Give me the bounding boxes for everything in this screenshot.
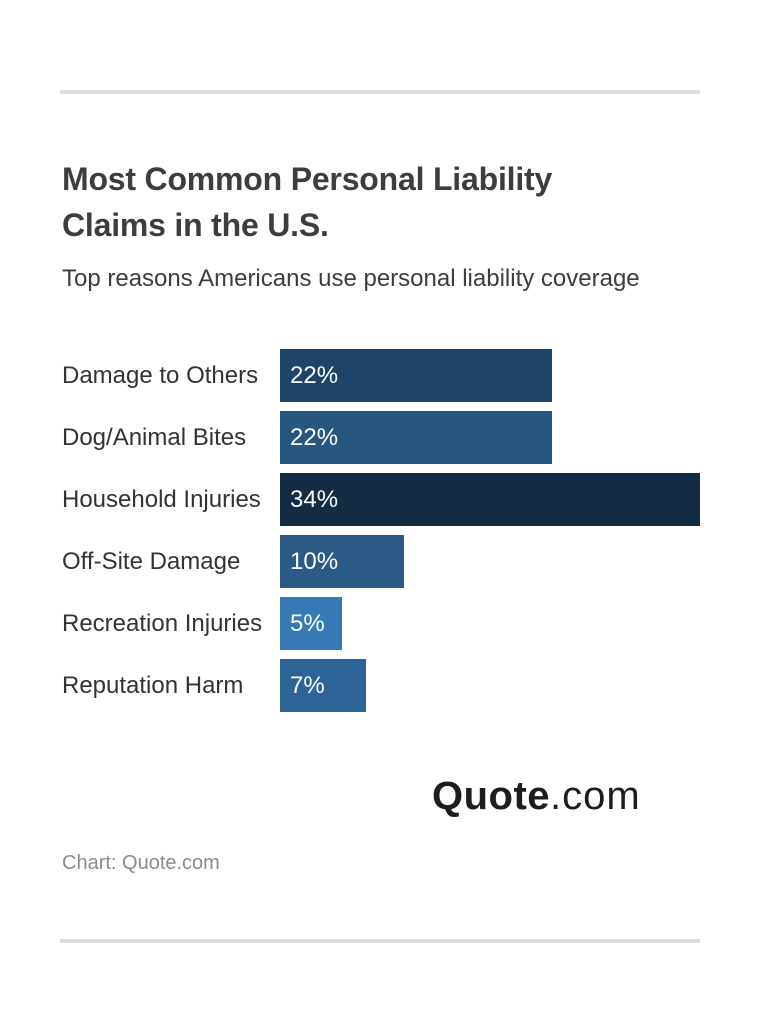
bar-track: 5% (280, 597, 700, 650)
chart-subtitle: Top reasons Americans use personal liabi… (62, 265, 640, 292)
category-label: Household Injuries (62, 485, 261, 513)
bar: 22% (280, 349, 552, 402)
chart-row: Recreation Injuries 5% (62, 597, 700, 650)
bar-value-label: 34% (290, 485, 339, 513)
bar-track: 22% (280, 349, 700, 402)
bar-track: 22% (280, 411, 700, 464)
chart-row: Damage to Others 22% (62, 349, 700, 402)
quote-com-logo: Quote.com (60, 774, 700, 827)
bar-track: 34% (280, 473, 700, 526)
logo-text-com: .com (550, 774, 641, 818)
logo-text-quote: Quote (432, 774, 551, 818)
bar-value-label: 7% (290, 671, 325, 699)
category-label: Off-Site Damage (62, 547, 241, 575)
category-label: Recreation Injuries (62, 609, 263, 637)
bar-value-label: 22% (290, 361, 339, 389)
bar: 34% (280, 473, 700, 526)
bar-value-label: 10% (290, 547, 339, 575)
chart-row: Off-Site Damage 10% (62, 535, 700, 588)
bar-track: 10% (280, 535, 700, 588)
bar-track: 7% (280, 659, 700, 712)
chart-row: Reputation Harm 7% (62, 659, 700, 712)
top-divider (60, 90, 700, 94)
bar-chart: Damage to Others 22% Dog/Animal Bites 22% Ho… (62, 349, 700, 712)
category-label: Damage to Others (62, 361, 259, 389)
category-label: Dog/Animal Bites (62, 423, 247, 451)
bar-value-label: 5% (290, 609, 325, 637)
chart-title: Most Common Personal Liability Claims in… (62, 161, 553, 243)
bar: 5% (280, 597, 342, 650)
bar: 7% (280, 659, 367, 712)
bar-value-label: 22% (290, 423, 339, 451)
bottom-divider (60, 939, 700, 943)
bar: 22% (280, 411, 552, 464)
category-label: Reputation Harm (62, 671, 244, 699)
chart-row: Household Injuries 34% (62, 473, 700, 526)
chart-row: Dog/Animal Bites 22% (62, 411, 700, 464)
bar: 10% (280, 535, 404, 588)
chart-attribution: Chart: Quote.com (62, 852, 220, 874)
